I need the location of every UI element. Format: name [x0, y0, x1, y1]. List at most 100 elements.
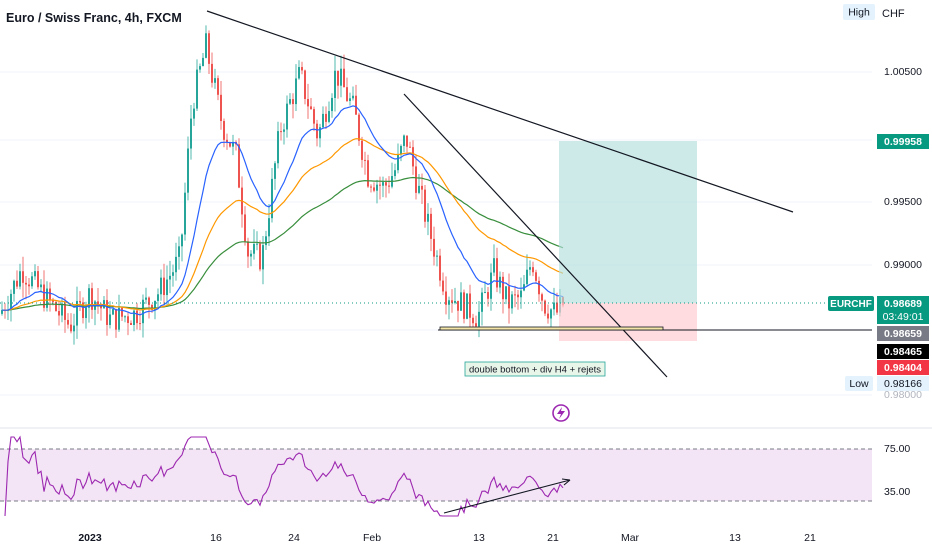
lightning-icon[interactable]: [552, 404, 570, 422]
candle-body: [31, 276, 33, 287]
candle-body: [40, 284, 42, 288]
candle-body: [169, 275, 171, 280]
high-value-badge: 0.99958: [877, 134, 929, 149]
candle-body: [307, 98, 309, 107]
candle-body: [10, 293, 12, 310]
level-1: 0.98659: [884, 328, 922, 340]
candle-body: [379, 184, 381, 186]
candle-body: [496, 258, 498, 288]
candle-body: [400, 145, 402, 155]
low-label: Low: [849, 378, 869, 390]
candle-body: [274, 163, 276, 179]
symbol-badge: EURCHF: [828, 296, 874, 311]
candle-body: [28, 284, 30, 287]
candle-series: [1, 25, 564, 345]
candle-body: [436, 255, 438, 257]
candle-body: [247, 241, 249, 257]
candle-body: [343, 68, 345, 88]
level-2-badge: 0.98465: [877, 344, 929, 359]
candle-body: [268, 218, 270, 237]
rsi-pane: [0, 435, 872, 517]
candle-body: [448, 300, 450, 305]
candle-body: [106, 300, 108, 325]
ema-slow-line: [2, 176, 564, 311]
candle-body: [382, 182, 384, 186]
last-price-badge: 0.98689 03:49:01: [877, 296, 929, 324]
candle-body: [100, 304, 102, 309]
candle-body: [409, 146, 411, 148]
tick-1-005: 1.00500: [884, 66, 922, 78]
candle-body: [439, 255, 441, 281]
ema-fast-line: [1, 105, 564, 316]
rsi-tick-75: 75.00: [884, 443, 910, 455]
candle-body: [454, 300, 456, 303]
candle-body: [193, 108, 195, 119]
candle-body: [82, 302, 84, 319]
last-price: 0.98689: [884, 298, 922, 310]
time-axis[interactable]: 2023 16 24 Feb 13 21 Mar 13 21: [78, 532, 816, 544]
candle-body: [457, 300, 459, 311]
candle-body: [373, 187, 375, 191]
candle-body: [520, 290, 522, 298]
candle-body: [67, 319, 69, 325]
candle-body: [427, 213, 429, 222]
candle-body: [166, 279, 168, 296]
candle-body: [115, 309, 117, 330]
price-axis[interactable]: CHF High 1.00500 0.99500 0.99000 0.99958…: [828, 4, 929, 401]
candle-body: [526, 269, 528, 285]
candle-body: [334, 70, 336, 98]
candle-body: [226, 139, 228, 143]
candle-body: [97, 301, 99, 305]
candle-body: [376, 184, 378, 191]
candle-body: [310, 106, 312, 110]
candle-body: [424, 189, 426, 222]
candle-body: [397, 154, 399, 171]
chart-title: Euro / Swiss Franc, 4h, FXCM: [6, 11, 182, 25]
candle-body: [190, 118, 192, 149]
level-3: 0.98404: [884, 362, 922, 374]
time-tick-21b: 21: [804, 532, 816, 544]
candle-body: [418, 185, 420, 193]
candle-body: [163, 277, 165, 296]
candle-body: [430, 213, 432, 239]
candle-body: [232, 141, 234, 147]
candle-body: [196, 69, 198, 109]
candle-body: [364, 159, 366, 161]
time-tick-21: 21: [547, 532, 559, 544]
level-2: 0.98465: [884, 346, 922, 358]
candle-body: [346, 87, 348, 101]
candle-body: [529, 267, 531, 270]
candle-body: [16, 280, 18, 287]
candle-body: [433, 238, 435, 257]
candle-body: [133, 310, 135, 326]
candle-body: [535, 272, 537, 281]
candle-body: [52, 299, 54, 302]
candle-body: [121, 307, 123, 317]
target-zone[interactable]: [559, 141, 697, 303]
candle-body: [478, 311, 480, 327]
candle-body: [469, 293, 471, 318]
candle-body: [256, 243, 258, 245]
candle-body: [172, 272, 174, 276]
high-value: 0.99958: [884, 136, 922, 148]
candle-body: [550, 309, 552, 319]
tick-0-990: 0.99000: [884, 259, 922, 271]
candle-body: [271, 178, 273, 219]
resistance-trendline[interactable]: [206, 10, 794, 213]
candle-body: [148, 297, 150, 305]
candle-body: [244, 214, 246, 242]
candle-body: [88, 288, 90, 308]
note-box[interactable]: double bottom + div H4 + rejets: [464, 361, 606, 377]
double-bottom-level[interactable]: [439, 326, 664, 331]
candle-body: [70, 324, 72, 332]
candle-body: [352, 95, 354, 99]
candle-body: [538, 280, 540, 295]
candle-body: [238, 144, 240, 188]
candle-body: [508, 286, 510, 309]
candle-body: [547, 313, 549, 319]
rsi-divergence-arrow[interactable]: [443, 479, 571, 514]
candle-body: [466, 293, 468, 319]
candle-body: [211, 63, 213, 83]
candle-body: [127, 316, 129, 323]
